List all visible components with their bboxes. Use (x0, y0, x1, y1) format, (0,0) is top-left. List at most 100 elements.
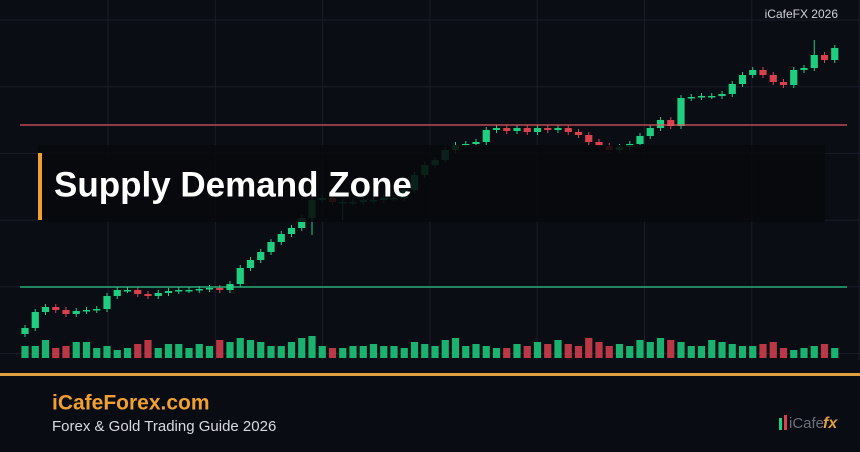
volume-bar (349, 346, 357, 358)
candle-body (759, 70, 767, 75)
candle-body (810, 55, 818, 68)
volume-bar (226, 342, 234, 358)
candle-body (21, 328, 29, 334)
candle-body (585, 135, 593, 142)
volume-bar (339, 348, 347, 358)
volume-bar (441, 340, 449, 358)
volume-bar (462, 346, 470, 358)
title-box (38, 145, 825, 222)
candle-body (267, 242, 275, 252)
candle-body (41, 307, 50, 312)
volume-bar (318, 346, 326, 358)
volume-bar (144, 340, 152, 358)
volume-bar (820, 344, 829, 358)
candle-body (134, 290, 142, 294)
chart-title: Supply Demand Zone (54, 165, 412, 204)
candle-body (564, 128, 572, 132)
volume-bar (195, 344, 203, 358)
footer (0, 376, 860, 452)
site-subtitle: Forex & Gold Trading Guide 2026 (52, 418, 276, 435)
volume-bar (134, 344, 142, 358)
candle-body (697, 96, 706, 98)
volume-bar (41, 340, 50, 358)
brand: iCafeFX 2026 (765, 7, 839, 21)
volume-bar (626, 346, 634, 358)
volume-bar (759, 344, 767, 358)
candle-body (113, 290, 121, 296)
candle-body (533, 128, 542, 132)
volume-bar (585, 338, 593, 358)
candle-body (656, 120, 665, 128)
candle-body (831, 48, 839, 60)
volume-bar (697, 346, 706, 358)
volume-bar (113, 350, 121, 358)
candle-body (636, 136, 644, 144)
volume-bar (738, 346, 747, 358)
volume-bar (523, 346, 531, 358)
volume-bar (267, 346, 275, 358)
candle-body (687, 97, 695, 99)
volume-bar (246, 340, 255, 358)
candle-body (513, 128, 521, 131)
candle-body (595, 142, 603, 146)
candle-body (154, 293, 162, 296)
candle-body (718, 94, 726, 96)
volume-bar (831, 348, 839, 358)
candle-body (287, 228, 296, 234)
volume-bar (380, 346, 388, 358)
volume-bar (82, 342, 91, 358)
volume-bar (574, 346, 583, 358)
candle-body (236, 268, 244, 284)
volume-bar (646, 342, 654, 358)
candle-body (769, 75, 777, 82)
logo-bar (784, 415, 787, 430)
candle-body (164, 291, 173, 293)
candle-body (523, 128, 531, 132)
candle-body (708, 96, 716, 98)
volume-bar (154, 348, 162, 358)
volume-bar (123, 348, 132, 358)
candle-body (175, 290, 183, 292)
volume-bar (93, 348, 101, 358)
volume-bar (636, 340, 644, 358)
volume-bar (431, 346, 439, 358)
volume-bar (164, 344, 173, 358)
volume-bar (810, 346, 818, 358)
volume-bar (390, 346, 398, 358)
volume-bar (564, 344, 572, 358)
volume-bar (52, 348, 60, 358)
volume-bar (749, 346, 757, 358)
candle-body (82, 310, 91, 312)
volume-bar (103, 346, 111, 358)
candle-body (62, 310, 70, 314)
volume-bar (175, 344, 183, 358)
volume-bar (277, 346, 285, 358)
candle-body (677, 98, 685, 126)
volume-bar (257, 342, 265, 358)
candle-body (738, 75, 747, 84)
volume-bar (687, 346, 695, 358)
volume-bar (513, 344, 521, 358)
volume-bar (287, 342, 296, 358)
candle-body (503, 128, 511, 131)
volume-bar (605, 346, 613, 358)
candle-body (298, 218, 306, 228)
volume-bar (62, 346, 70, 358)
candle-body (820, 55, 829, 60)
volume-bar (216, 340, 224, 358)
candle-body (195, 289, 203, 291)
candle-body (246, 260, 255, 268)
volume-bar (677, 342, 685, 358)
candle-body (216, 288, 224, 290)
volume-bar (410, 342, 419, 358)
volume-bar (728, 344, 736, 358)
candle-body (257, 252, 265, 260)
volume-bar (779, 348, 788, 358)
logo-fx: fx (823, 415, 838, 432)
candle-body (462, 144, 470, 146)
volume-bar (482, 346, 490, 358)
volume-bar (769, 342, 777, 358)
candle-body (144, 294, 152, 296)
volume-bar (718, 342, 726, 358)
